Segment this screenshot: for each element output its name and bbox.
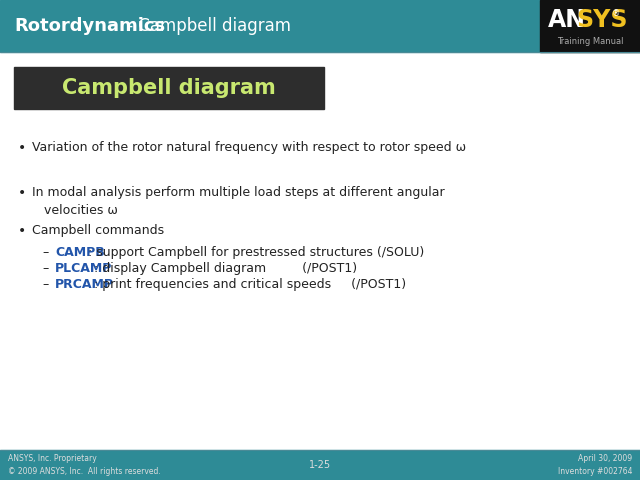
- Bar: [14, 67, 324, 109]
- Text: Variation of the rotor natural frequency with respect to rotor speed ω: Variation of the rotor natural frequency…: [32, 141, 466, 154]
- Text: ®: ®: [612, 9, 620, 18]
- Text: Campbell commands: Campbell commands: [32, 224, 164, 237]
- Text: : support Campbell for prestressed structures (/SOLU): : support Campbell for prestressed struc…: [88, 246, 424, 259]
- Text: ANSYS, Inc. Proprietary
© 2009 ANSYS, Inc.  All rights reserved.: ANSYS, Inc. Proprietary © 2009 ANSYS, In…: [8, 454, 161, 476]
- Text: •: •: [18, 186, 26, 200]
- Text: In modal analysis perform multiple load steps at different angular
   velocities: In modal analysis perform multiple load …: [32, 186, 445, 217]
- Text: SYS: SYS: [576, 8, 627, 32]
- Text: Campbell diagram: Campbell diagram: [62, 78, 276, 98]
- Bar: [0, 450, 640, 480]
- Text: : print frequencies and critical speeds     (/POST1): : print frequencies and critical speeds …: [94, 278, 406, 291]
- Text: PRCAMP: PRCAMP: [55, 278, 114, 291]
- Text: Rotordynamics: Rotordynamics: [14, 17, 165, 35]
- Text: –: –: [42, 278, 48, 291]
- Text: : display Campbell diagram         (/POST1): : display Campbell diagram (/POST1): [94, 262, 357, 275]
- Text: –: –: [42, 262, 48, 275]
- Text: PLCAMP: PLCAMP: [55, 262, 113, 275]
- Bar: [540, 0, 640, 52]
- Text: CAMPB: CAMPB: [55, 246, 105, 259]
- Bar: [0, 0, 640, 52]
- Text: - Campbell diagram: - Campbell diagram: [122, 17, 291, 35]
- Text: April 30, 2009
Inventory #002764: April 30, 2009 Inventory #002764: [557, 454, 632, 476]
- Text: –: –: [42, 246, 48, 259]
- Text: AN: AN: [548, 8, 586, 32]
- Text: •: •: [18, 141, 26, 155]
- Text: Training Manual: Training Manual: [557, 37, 623, 47]
- Text: •: •: [18, 224, 26, 238]
- Text: 1-25: 1-25: [309, 460, 331, 470]
